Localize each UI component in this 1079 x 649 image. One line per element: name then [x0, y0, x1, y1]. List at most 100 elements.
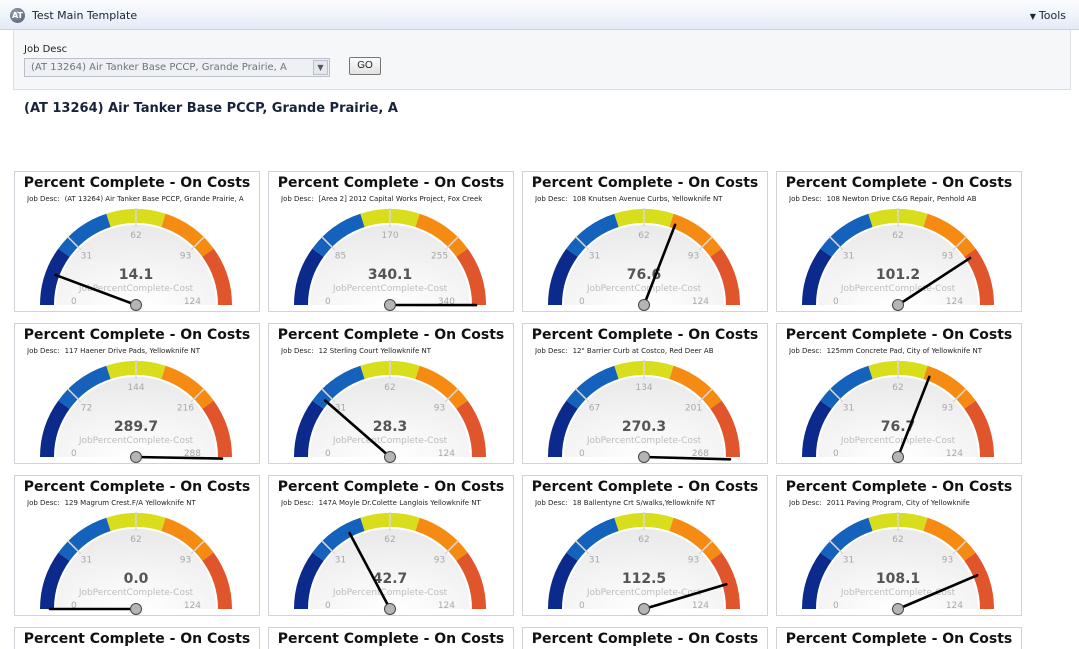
gauge-card-partial[interactable]: Percent Complete - On Costs	[522, 627, 768, 649]
gauge-job-value: 147A Moyle Dr.Colette Langlois Yellowkni…	[318, 499, 481, 507]
gauge-job-value: [Area 2] 2012 Capital Works Project, Fox…	[318, 195, 483, 203]
gauge-tick-label: 124	[184, 297, 201, 307]
gauge-job-value: 117 Haener Drive Pads, Yellowknife NT	[64, 347, 200, 355]
gauge-card[interactable]: Percent Complete - On Costs Job Desc: 12" …	[522, 323, 768, 464]
gauge-band	[669, 517, 722, 561]
gauge-major-tick	[444, 387, 460, 403]
gauge-watermark: JobPercentComplete-Cost	[332, 436, 448, 446]
gauge-band	[312, 365, 365, 409]
gauge-needle-hub	[130, 603, 142, 615]
gauge-card[interactable]: Percent Complete - On Costs Job Desc: 108 …	[522, 171, 768, 312]
gauge-tick-label: 85	[335, 252, 346, 262]
gauge-face	[818, 377, 978, 457]
gauge-job-label: Job Desc:	[281, 499, 314, 507]
gauge-job-value: 108 Knutsen Avenue Curbs, Yellowknife NT	[572, 195, 723, 203]
gauge-watermark: JobPercentComplete-Cost	[78, 284, 194, 294]
gauge-title: Percent Complete - On Costs	[531, 479, 759, 495]
gauge-job-label: Job Desc:	[281, 347, 314, 355]
gauge-job-desc: Job Desc: 129 Magrum Crest.F/A Yellowknif…	[27, 499, 259, 507]
gauge-job-desc: Job Desc: 117 Haener Drive Pads, Yellowkn…	[27, 347, 259, 355]
gauge-band	[456, 552, 486, 609]
gauge-tick-label: 62	[384, 383, 395, 393]
gauge-tick-label: 124	[946, 601, 963, 611]
gauge-card[interactable]: Percent Complete - On Costs Job Desc: 2011…	[776, 475, 1022, 616]
dropdown-arrow-icon[interactable]: ▼	[313, 60, 328, 75]
gauge-tick-label: 0	[833, 297, 839, 307]
gauge-card[interactable]: Percent Complete - On Costs Job Desc: 117 …	[14, 323, 260, 464]
gauge-tick-label: 31	[81, 556, 92, 566]
gauge-job-value: 2011 Paving Program, City of Yellowknife	[826, 499, 970, 507]
gauge-card[interactable]: Percent Complete - On Costs Job Desc: 125m…	[776, 323, 1022, 464]
tools-menu[interactable]: ▼ Tools	[1030, 9, 1066, 22]
gauge-card[interactable]: Percent Complete - On Costs Job Desc: 129 …	[14, 475, 260, 616]
gauge-face	[818, 225, 978, 305]
gauge-card[interactable]: Percent Complete - On Costs Job Desc: 18 B…	[522, 475, 768, 616]
gauge-band	[820, 365, 873, 409]
gauge-watermark: JobPercentComplete-Cost	[78, 436, 194, 446]
go-button[interactable]: GO	[349, 57, 381, 75]
gauge-title: Percent Complete - On Costs	[531, 327, 759, 343]
gauge-face	[310, 225, 470, 305]
gauge-band	[415, 365, 468, 409]
gauge-card-partial[interactable]: Percent Complete - On Costs	[268, 627, 514, 649]
gauge-watermark: JobPercentComplete-Cost	[586, 436, 702, 446]
gauge-card[interactable]: Percent Complete - On Costs Job Desc: 108 …	[776, 171, 1022, 312]
gauge-tick-label: 0	[833, 601, 839, 611]
gauge-job-label: Job Desc:	[27, 499, 60, 507]
gauge-job-desc: Job Desc: 12 Sterling Court Yellowknife N…	[281, 347, 513, 355]
gauge-band	[58, 365, 111, 409]
gauge-tick-label: 31	[843, 556, 854, 566]
gauge-tick-label: 62	[130, 535, 141, 545]
gauge-band	[802, 552, 832, 609]
gauge-card[interactable]: Percent Complete - On Costs Job Desc: 147A…	[268, 475, 514, 616]
gauge-job-value: 129 Magrum Crest.F/A Yellowknife NT	[64, 499, 196, 507]
gauge-major-tick	[66, 539, 82, 555]
gauge-watermark: JobPercentComplete-Cost	[586, 588, 702, 598]
gauge-tick-label: 288	[184, 449, 201, 459]
gauge-card-partial[interactable]: Percent Complete - On Costs	[14, 627, 260, 649]
gauge-needle-hub	[384, 451, 396, 463]
gauge-face	[56, 225, 216, 305]
gauge-major-tick	[574, 387, 590, 403]
gauge-major-tick	[320, 539, 336, 555]
gauge-title: Percent Complete - On Costs	[277, 479, 505, 495]
gauge-job-desc: Job Desc: 18 Ballentyne Crt S/walks,Yello…	[535, 499, 767, 507]
gauge-job-desc: Job Desc: 2011 Paving Program, City of Ye…	[789, 499, 1021, 507]
gauge-job-desc: Job Desc: 108 Newton Drive C&G Repair, Pe…	[789, 195, 1021, 203]
gauge-major-tick	[190, 539, 206, 555]
gauge-tick-label: 0	[579, 601, 585, 611]
gauge-major-tick	[190, 387, 206, 403]
gauge-major-tick	[444, 235, 460, 251]
gauge-job-desc: Job Desc: 108 Knutsen Avenue Curbs, Yello…	[535, 195, 767, 203]
gauge-band	[802, 248, 832, 305]
gauge-card[interactable]: Percent Complete - On Costs Job Desc: 12 S…	[268, 323, 514, 464]
gauge-title: Percent Complete - On Costs	[277, 175, 505, 191]
gauge-tick-label: 31	[843, 404, 854, 414]
gauge-card[interactable]: Percent Complete - On Costs Job Desc: (AT …	[14, 171, 260, 312]
gauge-card[interactable]: Percent Complete - On Costs Job Desc: [Are…	[268, 171, 514, 312]
gauge-tick-label: 31	[335, 404, 346, 414]
gauge-job-label: Job Desc:	[281, 195, 314, 203]
gauge-title: Percent Complete - On Costs	[23, 327, 251, 343]
gauge-title: Percent Complete - On Costs	[785, 479, 1013, 495]
gauge-title: Percent Complete - On Costs	[531, 175, 759, 191]
gauge-major-tick	[952, 235, 968, 251]
gauge-tick-label: 93	[942, 556, 953, 566]
gauge-needle-hub	[638, 299, 650, 311]
gauge-tick-label: 62	[384, 535, 395, 545]
gauge-card-partial[interactable]: Percent Complete - On Costs	[776, 627, 1022, 649]
gauge-tick-label: 124	[946, 449, 963, 459]
job-desc-selected-value: (AT 13264) Air Tanker Base PCCP, Grande …	[31, 62, 287, 73]
gauge-band	[669, 365, 722, 409]
gauge-band	[820, 517, 873, 561]
gauge-job-desc: Job Desc: 125mm Concrete Pad, City of Yel…	[789, 347, 1021, 355]
gauge-job-label: Job Desc:	[535, 195, 568, 203]
job-desc-select[interactable]: (AT 13264) Air Tanker Base PCCP, Grande …	[24, 58, 330, 77]
gauge-tick-label: 62	[638, 535, 649, 545]
gauge-value: 76.6	[627, 267, 662, 283]
